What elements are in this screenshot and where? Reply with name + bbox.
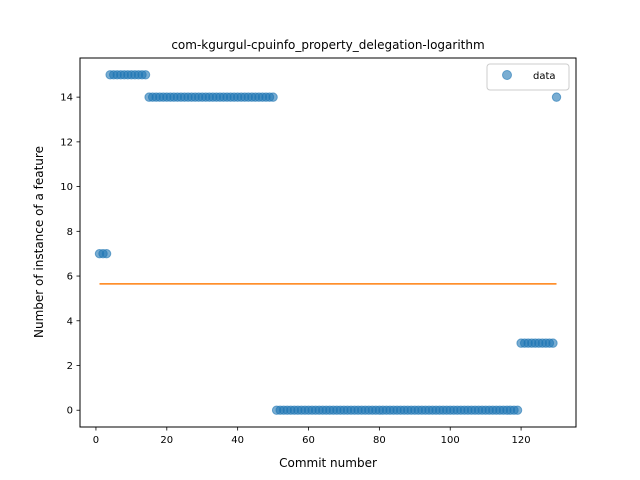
chart-title: com-kgurgul-cpuinfo_property_delegation-… <box>171 38 484 52</box>
data-point <box>512 405 523 415</box>
legend-marker-data <box>502 70 512 80</box>
data-point <box>140 70 151 80</box>
data-point <box>268 92 278 102</box>
axes-frame <box>79 57 577 428</box>
y-tick-label: 2 <box>67 361 73 372</box>
y-axis-label: Number of instance of a feature <box>32 146 46 338</box>
x-tick-label: 20 <box>160 435 173 446</box>
legend-box <box>486 63 570 91</box>
data-point <box>548 338 558 348</box>
x-tick-label: 60 <box>302 435 315 446</box>
y-tick-label: 6 <box>67 272 73 283</box>
x-tick-label: 40 <box>231 435 244 446</box>
data-point <box>101 248 112 259</box>
x-axis-label: Commit number <box>279 456 377 470</box>
legend-label-data: data <box>533 71 556 82</box>
data-point <box>551 92 562 102</box>
y-tick-label: 12 <box>60 137 73 148</box>
legend: data <box>486 63 570 91</box>
plot-area <box>94 70 562 415</box>
y-tick-label: 8 <box>67 227 73 238</box>
x-tick-label: 0 <box>93 435 99 446</box>
x-tick-label: 80 <box>373 435 386 446</box>
axis-ticks: 0 20 40 60 80 100 120 0 2 4 6 8 10 12 14 <box>60 93 530 446</box>
x-tick-label: 120 <box>512 435 531 446</box>
y-tick-label: 10 <box>60 182 73 193</box>
y-tick-label: 14 <box>60 93 73 104</box>
y-tick-label: 0 <box>67 406 73 417</box>
y-tick-label: 4 <box>67 316 73 327</box>
x-tick-label: 100 <box>441 435 460 446</box>
